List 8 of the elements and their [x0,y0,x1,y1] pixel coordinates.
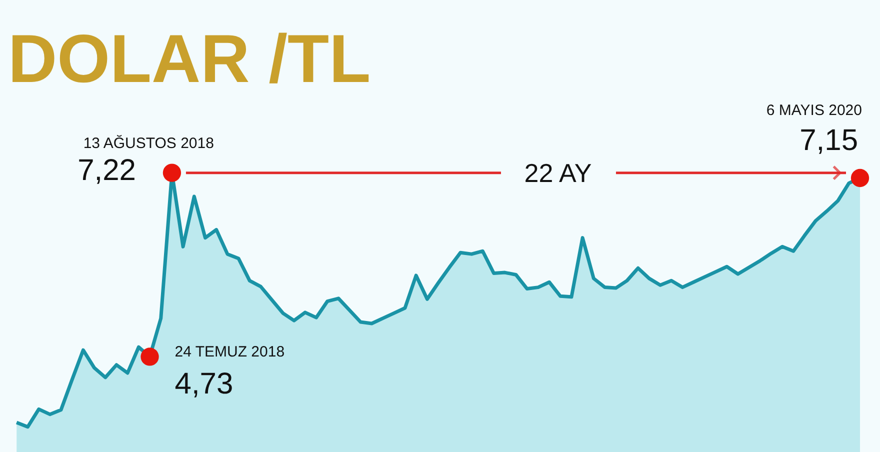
chart-title: DOLAR /TL [8,21,371,97]
data-label: 7,15 [800,124,858,157]
annotation: 13 AĞUSTOS 2018 [83,134,214,152]
data-label: 7,22 [78,154,136,187]
data-label: 4,73 [174,368,234,401]
annotation: 6 MAYIS 2020 [766,102,862,119]
annotation: 24 TEMUZ 2018 [174,344,285,361]
annotation: 22 AY [524,158,592,188]
